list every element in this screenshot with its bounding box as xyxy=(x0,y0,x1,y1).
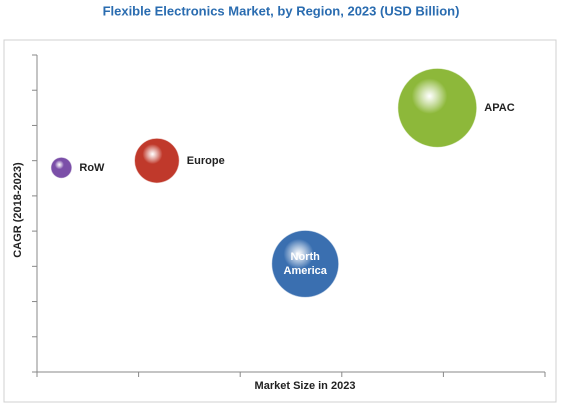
bubble xyxy=(271,230,339,298)
y-axis-label: CAGR (2018-2023) xyxy=(12,162,24,258)
bubble-label: Europe xyxy=(186,154,225,167)
bubble xyxy=(397,68,477,148)
bubble xyxy=(50,157,72,179)
x-axis-label: Market Size in 2023 xyxy=(255,380,356,392)
chart-title: Flexible Electronics Market, by Region, … xyxy=(103,3,460,18)
bubble xyxy=(134,138,180,184)
chart-border xyxy=(3,39,557,403)
bubble-label: North America xyxy=(283,250,327,277)
bubble-label: APAC xyxy=(484,101,515,114)
bubble-label: RoW xyxy=(79,161,105,174)
